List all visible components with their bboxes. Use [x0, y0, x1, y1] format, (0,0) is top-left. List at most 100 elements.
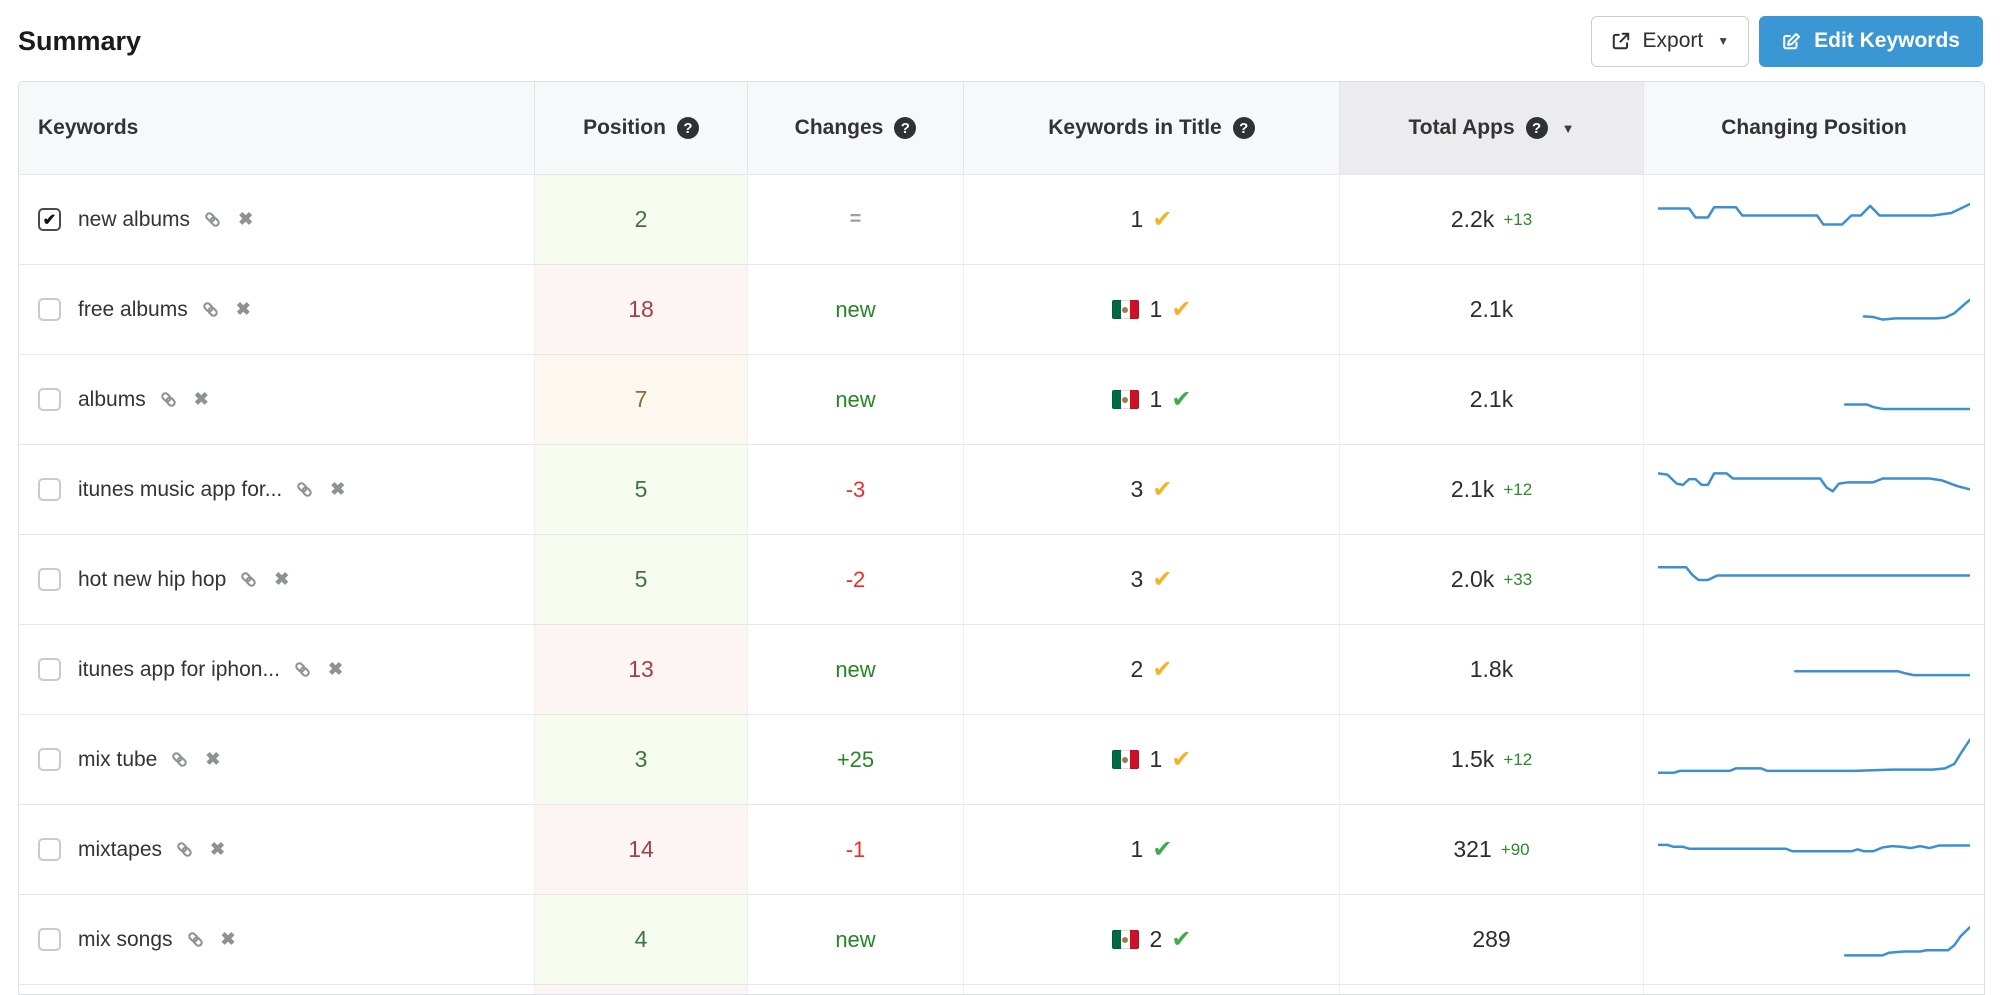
changing-position-cell: [1644, 625, 1984, 714]
keyword-label: free albums: [78, 297, 188, 321]
title-check-icon: ✔: [1152, 835, 1173, 863]
row-checkbox[interactable]: [38, 298, 61, 321]
total-apps-value: 2.1k: [1469, 386, 1514, 412]
changes-cell: -2: [748, 535, 964, 624]
page-title: Summary: [18, 25, 142, 56]
edit-icon: [1782, 31, 1802, 51]
changing-position-cell: [1644, 265, 1984, 354]
position-cell: 2: [535, 175, 748, 264]
keywords-table: Keywords Position ? Changes ? Keywords i…: [18, 81, 1985, 995]
table-row: itunes app for iphon... ✖ 13 new 2 ✔ 1.8…: [19, 624, 1984, 714]
mexico-flag-icon: [1111, 300, 1139, 319]
row-checkbox[interactable]: [38, 928, 61, 951]
remove-keyword-icon[interactable]: ✖: [220, 929, 236, 949]
total-apps-cell: 2.1k: [1340, 355, 1644, 444]
row-checkbox[interactable]: ✔: [38, 208, 61, 231]
position-cell: 7: [535, 355, 748, 444]
keyword-cell: hot new hip hop ✖: [19, 535, 535, 624]
title-count: 3: [1130, 476, 1144, 502]
link-icon[interactable]: [292, 659, 313, 680]
export-label: Export: [1642, 29, 1704, 52]
changing-position-cell: [1644, 175, 1984, 264]
table-row: mix tube ✖ 3 +25 1 ✔ 1.5k +12: [19, 714, 1984, 804]
changes-cell: new: [748, 895, 964, 984]
position-cell: 18: [535, 265, 748, 354]
link-icon[interactable]: [200, 299, 221, 320]
title-check-icon: ✔: [1152, 565, 1173, 593]
help-icon[interactable]: ?: [676, 117, 699, 139]
total-apps-value: 1.8k: [1469, 656, 1514, 682]
changing-position-cell: [1644, 895, 1984, 984]
keyword-label: hot new hip hop: [78, 567, 227, 591]
total-apps-cell: 2.1k: [1340, 265, 1644, 354]
column-header[interactable]: Position ?: [535, 82, 748, 174]
changes-cell: new: [748, 625, 964, 714]
link-icon[interactable]: [185, 929, 206, 950]
link-icon[interactable]: [158, 389, 179, 410]
remove-keyword-icon[interactable]: ✖: [235, 299, 251, 319]
remove-keyword-icon[interactable]: ✖: [238, 209, 254, 229]
keywords-in-title-cell: 1 ✔: [964, 805, 1340, 894]
sort-caret-icon: ▼: [1561, 120, 1575, 136]
total-apps-cell: 2.1k +12: [1340, 445, 1644, 534]
row-checkbox[interactable]: [38, 748, 61, 771]
total-apps-delta: +33: [1503, 569, 1533, 589]
column-header[interactable]: Total Apps ? ▼: [1340, 82, 1644, 174]
remove-keyword-icon[interactable]: ✖: [330, 479, 346, 499]
row-checkbox[interactable]: [38, 568, 61, 591]
row-checkbox[interactable]: [38, 658, 61, 681]
position-sparkline: [1658, 458, 1970, 522]
keyword-label: itunes music app for...: [78, 477, 283, 501]
position-cell: 5: [535, 535, 748, 624]
title-count: 1: [1130, 206, 1144, 232]
total-apps-value: 321: [1453, 836, 1492, 862]
remove-keyword-icon[interactable]: ✖: [327, 659, 344, 679]
changes-cell: new: [748, 355, 964, 444]
total-apps-value: 2.0k: [1450, 566, 1495, 592]
total-apps-value: 289: [1472, 926, 1511, 952]
remove-keyword-icon[interactable]: ✖: [274, 569, 290, 589]
mexico-flag-icon: [1111, 390, 1139, 409]
column-header[interactable]: Keywords: [19, 82, 535, 174]
edit-keywords-button[interactable]: Edit Keywords: [1759, 15, 1983, 67]
column-header[interactable]: Changing Position: [1644, 82, 1984, 174]
column-header[interactable]: Keywords in Title ?: [964, 82, 1340, 174]
remove-keyword-icon[interactable]: ✖: [193, 389, 209, 409]
changes-cell: +25: [748, 715, 964, 804]
export-button[interactable]: Export ▼: [1590, 15, 1750, 67]
row-checkbox[interactable]: [38, 478, 61, 501]
remove-keyword-icon[interactable]: ✖: [205, 749, 221, 769]
position-cell: 13: [535, 625, 748, 714]
position-sparkline: [1658, 278, 1970, 342]
link-icon[interactable]: [174, 839, 195, 860]
position-sparkline: [1658, 188, 1970, 252]
table-row: hot new hip hop ✖ 5 -2 3 ✔ 2.0k +33: [19, 534, 1984, 624]
help-icon[interactable]: ?: [1232, 117, 1255, 139]
table-row: albums ✖ 7 new 1 ✔ 2.1k: [19, 354, 1984, 444]
remove-keyword-icon[interactable]: ✖: [210, 839, 226, 859]
link-icon[interactable]: [202, 209, 223, 230]
keyword-label: mixtapes: [78, 837, 163, 861]
changes-cell: -1: [748, 805, 964, 894]
column-header-label: Keywords in Title: [1048, 116, 1222, 139]
title-count: 1: [1149, 296, 1163, 322]
keyword-cell: free albums ✖: [19, 265, 535, 354]
link-icon[interactable]: [238, 569, 259, 590]
keywords-in-title-cell: 1 ✔: [964, 715, 1340, 804]
row-checkbox[interactable]: [38, 388, 61, 411]
export-caret-icon: ▼: [1717, 34, 1730, 48]
column-header[interactable]: Changes ?: [748, 82, 964, 174]
keywords-in-title-cell: 3 ✔: [964, 535, 1340, 624]
title-count: 1: [1149, 746, 1163, 772]
position-sparkline: [1658, 368, 1970, 432]
total-apps-cell: 1.5k +12: [1340, 715, 1644, 804]
help-icon[interactable]: ?: [1525, 117, 1548, 139]
link-icon[interactable]: [294, 479, 315, 500]
toolbar-actions: Export ▼ Edit Keywords: [1590, 15, 1983, 67]
row-checkbox[interactable]: [38, 838, 61, 861]
changes-cell: -3: [748, 445, 964, 534]
link-icon[interactable]: [169, 749, 190, 770]
help-icon[interactable]: ?: [894, 117, 917, 139]
changing-position-cell: [1644, 535, 1984, 624]
total-apps-delta: +13: [1503, 209, 1533, 229]
